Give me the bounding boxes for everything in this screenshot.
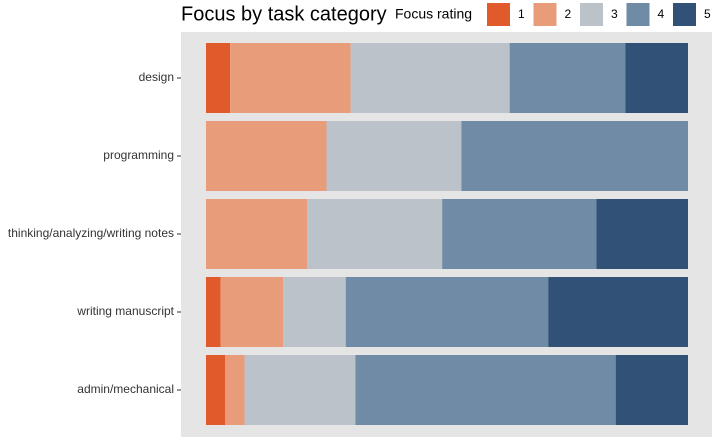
bar-segment <box>625 43 688 113</box>
y-tick-label: thinking/analyzing/writing notes <box>8 226 174 240</box>
legend-swatch <box>626 3 650 26</box>
bar-segment <box>230 43 351 113</box>
bar-segment <box>461 121 688 191</box>
bar-segment <box>442 199 597 269</box>
legend-label: 2 <box>565 7 572 21</box>
legend-label: 3 <box>611 7 618 21</box>
bar-segment <box>244 355 356 425</box>
bar-segment <box>220 277 284 347</box>
bar-segment <box>307 199 443 269</box>
bar-segment <box>615 355 688 425</box>
bar-segment <box>548 277 688 347</box>
bar-segment <box>206 355 226 425</box>
legend-label: 5 <box>704 7 711 21</box>
y-tick-label: admin/mechanical <box>77 382 174 396</box>
legend-title: Focus rating <box>395 6 472 22</box>
bar-segment <box>206 43 231 113</box>
y-tick-label: writing manuscript <box>76 304 174 318</box>
bar-segment <box>225 355 245 425</box>
legend-swatch <box>487 3 510 26</box>
bar-segment <box>596 199 688 269</box>
bar-segment <box>326 121 462 191</box>
bar-segment <box>355 355 616 425</box>
bar-segment <box>206 277 221 347</box>
bar-segment <box>206 121 327 191</box>
bar-segment <box>350 43 510 113</box>
y-tick-label: programming <box>103 148 174 162</box>
bar-segment <box>345 277 549 347</box>
legend-swatch <box>533 3 557 26</box>
bar-segment <box>206 199 308 269</box>
legend-label: 1 <box>518 7 525 21</box>
bar-segment <box>509 43 626 113</box>
legend-swatch <box>580 3 603 26</box>
bar-segment <box>283 277 346 347</box>
y-tick-label: design <box>139 70 174 84</box>
chart-title: Focus by task category <box>181 3 387 25</box>
legend-label: 4 <box>658 7 665 21</box>
legend-swatch <box>673 3 696 26</box>
